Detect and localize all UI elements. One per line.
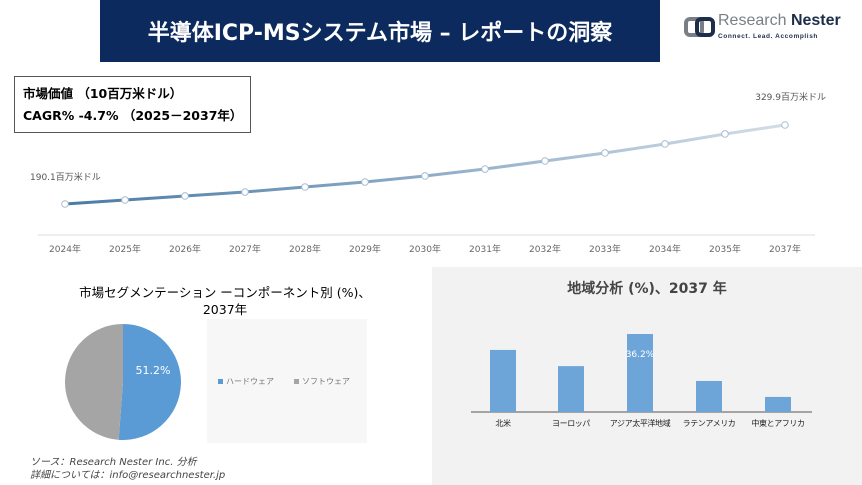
data-point [781, 121, 789, 129]
cagr-label: CAGR% -4.7% （2025－2037年） [23, 108, 243, 123]
data-point [121, 196, 129, 204]
region-panel [432, 267, 862, 485]
data-point [241, 188, 249, 196]
data-point [301, 183, 309, 191]
source-note: ソース：Research Nester Inc. 分析 詳細については：info@… [30, 457, 226, 481]
x-tick-label: 2027年 [229, 243, 261, 255]
data-point [721, 130, 729, 138]
x-tick-label: 2032年 [529, 243, 561, 255]
data-point [601, 149, 609, 157]
bar-title: 地域分析 (%)、2037 年 [567, 281, 727, 297]
legend-software: ソフトウェア [294, 376, 350, 387]
pie-slice-1 [65, 324, 123, 440]
x-tick-label: 2029年 [349, 243, 381, 255]
legend-hardware: ハードウェア [218, 376, 274, 387]
data-point [421, 172, 429, 180]
data-point [181, 192, 189, 200]
research-nester-logo: Research Nester Connect. Lead. Accomplis… [684, 12, 860, 48]
legend-swatch [218, 379, 223, 384]
data-point [61, 200, 69, 208]
x-tick-label: 2026年 [169, 243, 201, 255]
x-tick-label: 2034年 [649, 243, 681, 255]
pie-data-label: 51.2% [136, 364, 171, 377]
x-tick-label: 2037年 [769, 243, 801, 255]
x-tick-label: 2031年 [469, 243, 501, 255]
legend-swatch [294, 379, 299, 384]
end-value-label: 329.9百万米ドル [755, 91, 826, 103]
data-point [661, 140, 669, 148]
x-tick-label: 2028年 [289, 243, 321, 255]
pie-legend-box [207, 319, 367, 443]
kpi-box: 市場価値 （10百万米ドル） CAGR% -4.7% （2025－2037年） [14, 76, 252, 133]
x-tick-label: 2033年 [589, 243, 621, 255]
x-tick-label: 2030年 [409, 243, 441, 255]
line-chart: 2024年 2025年 2026年 2027年 2028年 2029年 2030年 2031年… [30, 91, 826, 255]
data-point [541, 157, 549, 165]
x-tick-label: 2024年 [49, 243, 81, 255]
market-value-label: 市場価値 （10百万米ドル） [23, 86, 183, 101]
series-line [64, 123, 786, 206]
page-title: 半導体ICP-MSシステム市場 – レポートの洞察 [100, 0, 660, 62]
x-tick-label: 2025年 [109, 243, 141, 255]
data-point [481, 165, 489, 173]
pie-slice-0 [118, 324, 182, 440]
logo-tagline: Connect. Lead. Accomplish [718, 33, 818, 40]
logo-icon [684, 17, 715, 37]
start-value-label: 190.1百万米ドル [30, 171, 101, 183]
x-tick-label: 2035年 [709, 243, 741, 255]
pie-title: 市場セグメンテーション ーコンポーネント別 (%)、 2037年 [79, 285, 371, 317]
data-point [361, 178, 369, 186]
logo-name: Research Nester [718, 12, 841, 29]
